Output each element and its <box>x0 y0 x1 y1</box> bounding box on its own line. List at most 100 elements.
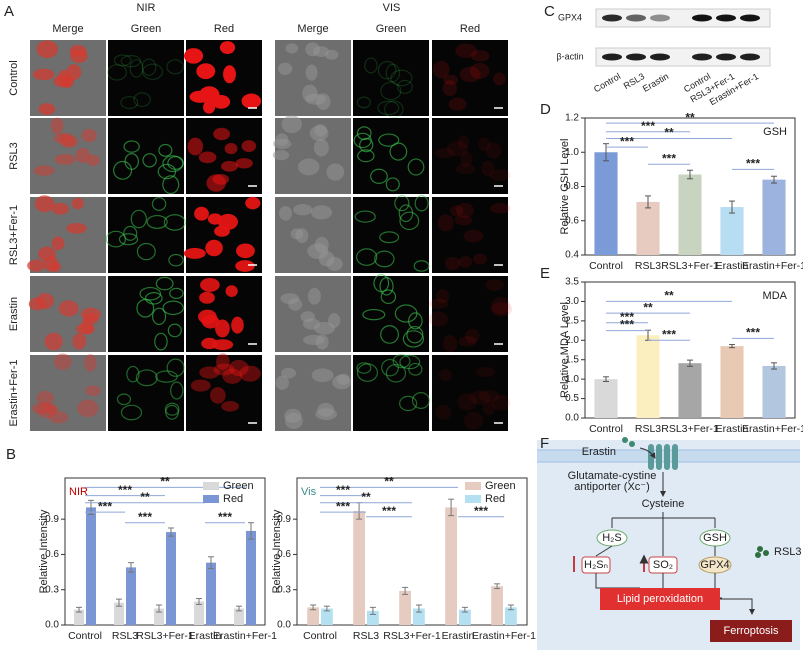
error-bar <box>168 527 174 537</box>
y-tick-label: 3.5 <box>565 277 579 288</box>
bar <box>114 602 124 625</box>
bar <box>594 152 618 255</box>
band <box>602 53 622 61</box>
micrograph <box>353 274 429 352</box>
cell <box>381 358 399 377</box>
lane-label: Erastin <box>641 71 670 94</box>
panel-letter: E <box>540 265 550 282</box>
cell <box>116 393 132 406</box>
annotation: NIR <box>69 486 88 498</box>
cell <box>130 209 147 229</box>
cell <box>435 404 452 420</box>
band <box>716 14 736 22</box>
cell <box>454 215 473 226</box>
x-tick-label: Erastin <box>716 423 749 435</box>
cell <box>162 300 184 316</box>
cell <box>384 100 404 119</box>
cell <box>214 225 230 237</box>
column-label: Merge <box>297 23 328 35</box>
rsl3-dot <box>757 546 763 552</box>
cell <box>470 50 490 62</box>
panel-letter: A <box>4 3 14 20</box>
cell <box>370 168 388 184</box>
x-tick-label: Control <box>589 423 623 435</box>
cell <box>317 402 335 417</box>
cell <box>297 158 320 176</box>
bar <box>720 346 744 418</box>
cell <box>187 137 203 156</box>
cell <box>190 379 211 392</box>
cell <box>224 143 238 155</box>
x-tick-label: Control <box>589 260 623 272</box>
x-tick-label: Erastin+Fer-1 <box>742 260 803 272</box>
error-bar <box>687 169 693 180</box>
significance-label: *** <box>746 157 760 171</box>
cell <box>293 203 313 216</box>
cell <box>485 142 502 159</box>
cell <box>450 205 464 217</box>
cell <box>129 59 144 78</box>
cell <box>86 154 100 167</box>
error-bar <box>461 606 468 613</box>
cell <box>311 368 334 383</box>
micrograph <box>27 195 106 273</box>
cell <box>443 74 459 85</box>
cell <box>51 236 65 251</box>
error-bar <box>687 359 693 367</box>
cell <box>460 151 473 168</box>
x-tick-label: RSL3+Fer-1 <box>661 260 719 272</box>
cell <box>313 138 329 157</box>
legend-swatch <box>203 495 219 503</box>
cell <box>36 391 55 406</box>
group-header: VIS <box>383 2 401 14</box>
image-bg <box>432 276 508 352</box>
cell <box>448 97 467 111</box>
band <box>740 14 760 22</box>
band <box>740 53 760 61</box>
annotation: MDA <box>763 290 788 302</box>
bar <box>86 507 96 625</box>
cell <box>377 60 397 80</box>
cell <box>390 69 413 87</box>
micrograph <box>275 40 351 116</box>
cell <box>476 366 496 378</box>
y-tick-label: 0.3 <box>277 584 291 595</box>
cell <box>407 158 425 176</box>
column-label: Red <box>214 23 234 35</box>
cell <box>489 169 511 182</box>
blot <box>595 47 771 67</box>
x-tick-label: RSL3 <box>353 630 379 642</box>
bar <box>246 530 256 625</box>
image-bg <box>108 40 184 116</box>
cell <box>221 401 240 412</box>
cell <box>85 385 101 397</box>
cell <box>378 133 400 147</box>
cell <box>70 49 88 64</box>
cell <box>84 354 97 372</box>
cell <box>168 253 184 267</box>
error-bar <box>603 143 609 162</box>
cell <box>120 404 143 421</box>
significance-label: ** <box>140 490 150 504</box>
cell <box>312 46 329 57</box>
arrow <box>720 598 755 615</box>
cell <box>307 287 321 305</box>
arrow <box>639 447 656 459</box>
cell <box>328 313 341 328</box>
image-bg <box>30 355 106 431</box>
cell <box>280 293 300 304</box>
cell <box>212 94 231 109</box>
cell <box>434 147 455 159</box>
cell <box>199 291 215 304</box>
cell <box>212 173 230 185</box>
micrograph <box>30 353 106 431</box>
cell <box>225 285 238 297</box>
cell <box>408 362 423 376</box>
cell <box>135 369 158 387</box>
gsh-label: GSH <box>703 532 727 544</box>
cell <box>196 63 216 80</box>
y-tick-label: 0.0 <box>45 620 59 631</box>
cell <box>380 289 397 305</box>
bar <box>636 335 660 418</box>
